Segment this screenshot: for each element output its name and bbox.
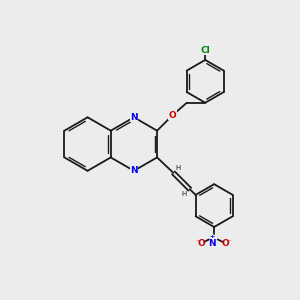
Text: O: O (222, 239, 229, 248)
Text: ⁻: ⁻ (196, 239, 200, 245)
Text: $\mathregular{\overset{+}{N}}$: $\mathregular{\overset{+}{N}}$ (208, 232, 217, 249)
Text: N: N (130, 166, 138, 175)
Text: H: H (182, 191, 187, 197)
Text: O: O (198, 239, 206, 248)
Text: ⁻: ⁻ (227, 239, 231, 245)
Text: N: N (130, 113, 138, 122)
Text: H: H (176, 165, 181, 171)
Text: Cl: Cl (200, 46, 210, 55)
Text: O: O (169, 111, 176, 120)
